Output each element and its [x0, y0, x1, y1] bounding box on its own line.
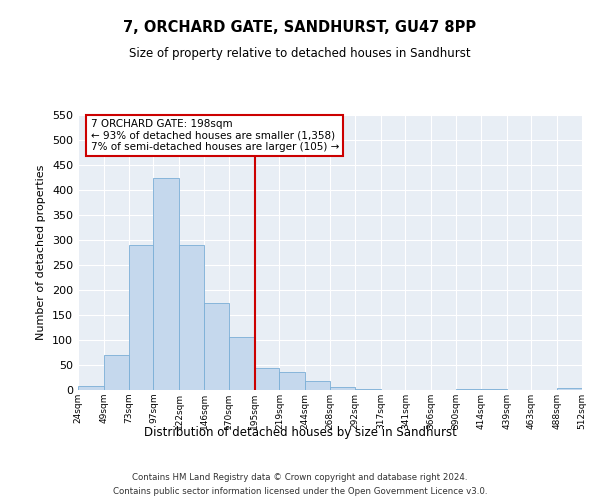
Bar — [78, 386, 104, 390]
Bar — [280, 372, 305, 390]
Text: Contains HM Land Registry data © Crown copyright and database right 2024.: Contains HM Land Registry data © Crown c… — [132, 472, 468, 482]
Text: 7, ORCHARD GATE, SANDHURST, GU47 8PP: 7, ORCHARD GATE, SANDHURST, GU47 8PP — [124, 20, 476, 35]
Text: Contains public sector information licensed under the Open Government Licence v3: Contains public sector information licen… — [113, 488, 487, 496]
Bar — [481, 388, 506, 390]
Bar — [456, 388, 481, 390]
Bar — [104, 355, 128, 390]
Bar — [179, 245, 204, 390]
Bar — [154, 178, 179, 390]
Bar — [229, 336, 254, 390]
Bar — [254, 368, 280, 390]
Bar — [204, 302, 229, 390]
Bar — [305, 381, 330, 390]
Bar — [128, 244, 154, 390]
Text: Distribution of detached houses by size in Sandhurst: Distribution of detached houses by size … — [143, 426, 457, 439]
Bar — [355, 388, 380, 390]
Bar — [557, 388, 582, 390]
Text: Size of property relative to detached houses in Sandhurst: Size of property relative to detached ho… — [129, 48, 471, 60]
Y-axis label: Number of detached properties: Number of detached properties — [37, 165, 46, 340]
Bar — [330, 386, 355, 390]
Text: 7 ORCHARD GATE: 198sqm
← 93% of detached houses are smaller (1,358)
7% of semi-d: 7 ORCHARD GATE: 198sqm ← 93% of detached… — [91, 119, 339, 152]
